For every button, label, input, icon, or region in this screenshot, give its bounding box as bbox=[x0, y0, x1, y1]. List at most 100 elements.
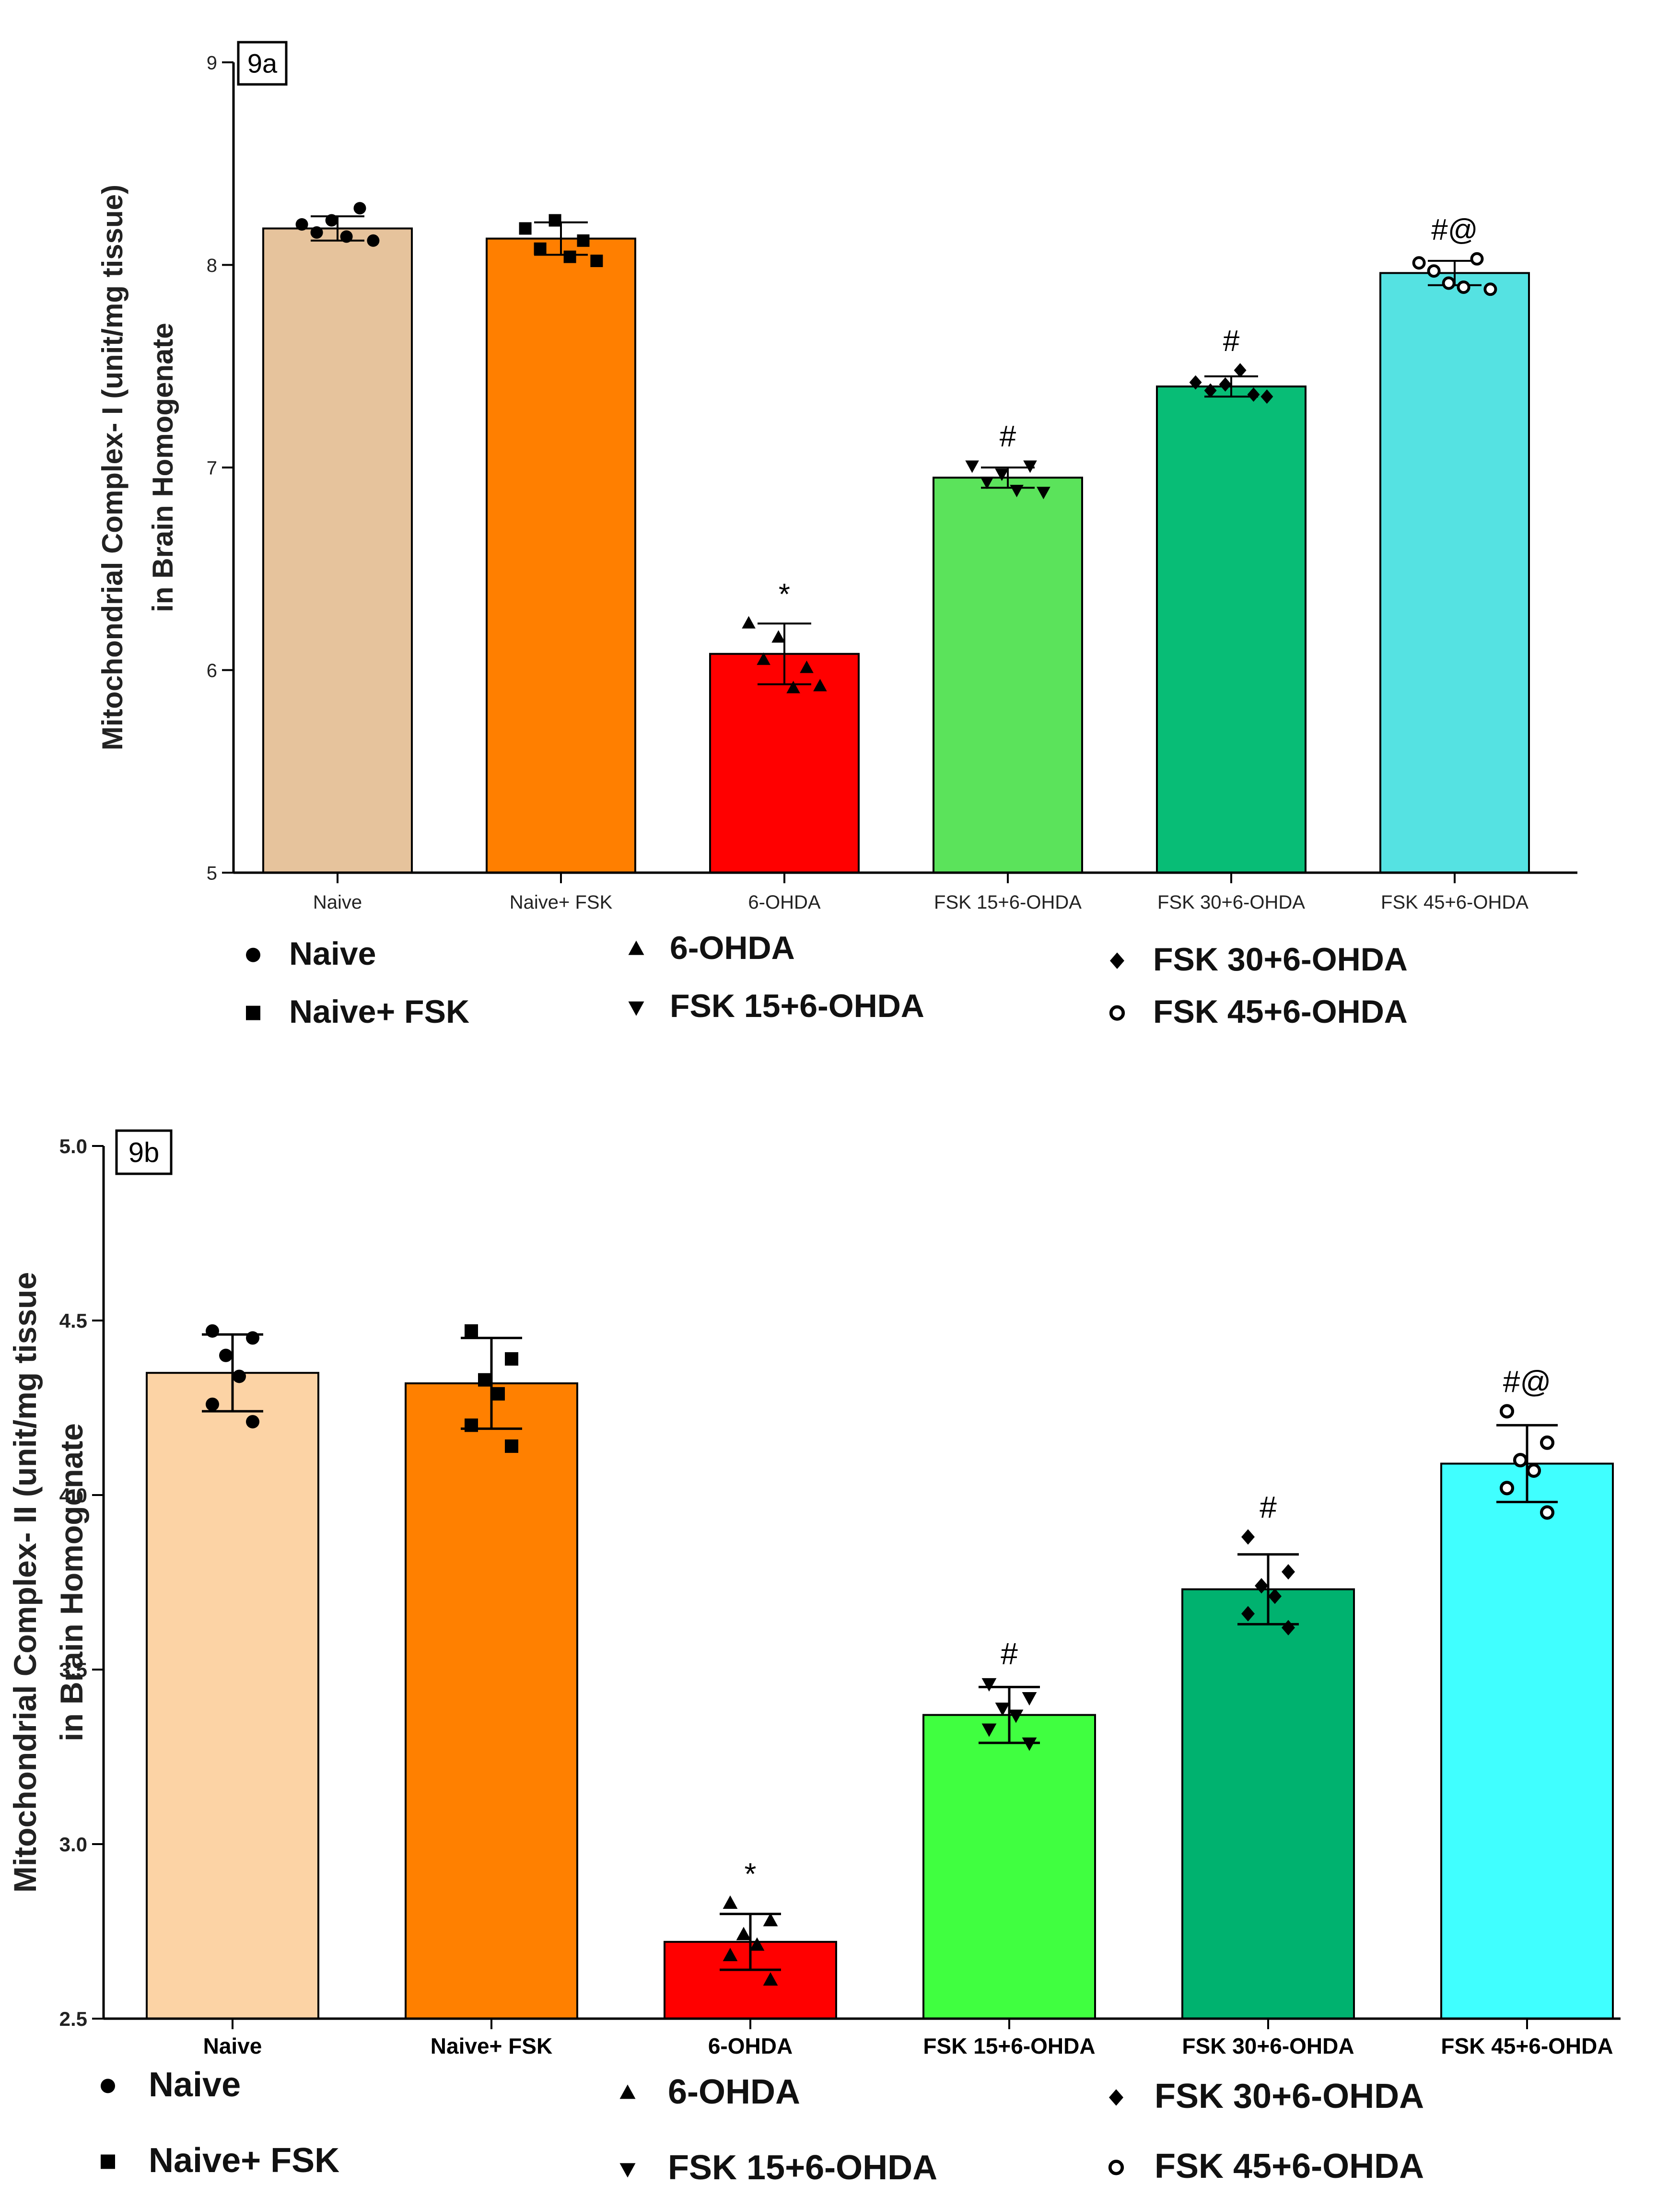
data-point-5-3 bbox=[1219, 377, 1232, 392]
data-point-3-1 bbox=[723, 1895, 738, 1909]
data-point-3-2 bbox=[763, 1913, 778, 1927]
data-point-1-5 bbox=[206, 1397, 219, 1411]
data-point-1-1 bbox=[295, 218, 308, 231]
data-point-6-6 bbox=[1540, 1505, 1555, 1520]
y-tick-label-5: 4.5 bbox=[59, 1309, 87, 1332]
data-point-2-6 bbox=[505, 1439, 518, 1453]
y-axis-label-line1: Mitochondrial Complex- II (unit/mg tissu… bbox=[7, 1272, 43, 1893]
x-tick-label-4: FSK 15+6-OHDA bbox=[934, 892, 1082, 913]
panel-label-box bbox=[115, 1129, 173, 1175]
data-point-4-2 bbox=[1022, 1692, 1037, 1706]
legend-marker-1 bbox=[246, 947, 260, 962]
data-point-1-3 bbox=[325, 214, 338, 227]
data-point-6-5 bbox=[1499, 1481, 1515, 1496]
panel-label: 9b bbox=[128, 1137, 160, 1168]
data-point-5-3 bbox=[1255, 1578, 1268, 1594]
x-tick-label-3: 6-OHDA bbox=[748, 892, 820, 913]
data-point-2-5 bbox=[577, 234, 590, 247]
significance-label-4: # bbox=[1000, 420, 1016, 453]
data-point-6-1 bbox=[1499, 1404, 1515, 1419]
data-point-6-5 bbox=[1470, 252, 1484, 266]
data-point-6-4 bbox=[1526, 1463, 1541, 1478]
data-point-2-3 bbox=[548, 214, 561, 227]
x-tick-label-1: Naive bbox=[203, 2034, 262, 2058]
significance-label-3: * bbox=[745, 1857, 757, 1891]
data-point-1-6 bbox=[246, 1415, 259, 1429]
legend-marker-3 bbox=[619, 2084, 636, 2099]
data-point-1-5 bbox=[353, 202, 366, 215]
x-tick-label-5: FSK 30+6-OHDA bbox=[1157, 892, 1305, 913]
data-point-5-4 bbox=[1268, 1589, 1282, 1604]
bar-2 bbox=[486, 237, 636, 874]
panel-label-box bbox=[237, 41, 288, 86]
panel-label: 9a bbox=[247, 48, 278, 79]
legend-label-4: FSK 15+6-OHDA bbox=[668, 2149, 937, 2187]
bar-3 bbox=[709, 653, 860, 874]
data-point-4-4 bbox=[1008, 1709, 1024, 1723]
data-point-6-1 bbox=[1412, 256, 1426, 270]
data-point-2-5 bbox=[465, 1418, 478, 1432]
legend-label-2: Naive+ FSK bbox=[289, 993, 469, 1030]
bar-6 bbox=[1379, 272, 1530, 874]
data-point-4-3 bbox=[995, 1702, 1010, 1716]
data-point-1-3 bbox=[219, 1348, 233, 1362]
bar-5 bbox=[1181, 1588, 1355, 2020]
data-point-2-6 bbox=[590, 255, 603, 268]
data-point-1-6 bbox=[367, 234, 380, 247]
y-axis-label-line1: Mitochondrial Complex- I (unit/mg tissue… bbox=[96, 185, 128, 750]
data-point-3-3 bbox=[736, 1927, 751, 1940]
data-point-2-3 bbox=[478, 1373, 491, 1387]
legend-marker-5 bbox=[1109, 2089, 1123, 2106]
data-point-5-2 bbox=[1282, 1564, 1295, 1580]
bar-6 bbox=[1440, 1462, 1614, 2020]
chart-9b: Naive Naive+ FSK * 6-OHDA # FSK 15+6-OHDA # FSK… bbox=[7, 1129, 1621, 2187]
data-point-5-1 bbox=[1241, 1529, 1255, 1545]
x-tick-label-2: Naive+ FSK bbox=[431, 2034, 552, 2058]
data-point-2-4 bbox=[491, 1387, 505, 1401]
y-tick-label-3: 3.5 bbox=[59, 1659, 87, 1681]
data-point-1-1 bbox=[206, 1324, 219, 1338]
data-point-5-5 bbox=[1247, 387, 1260, 402]
y-tick-label-4: 8 bbox=[207, 255, 217, 276]
bar-5 bbox=[1156, 386, 1307, 874]
legend-label-6: FSK 45+6-OHDA bbox=[1153, 993, 1408, 1030]
data-point-3-3 bbox=[771, 630, 785, 643]
data-point-4-5 bbox=[981, 1723, 997, 1737]
significance-label-5: # bbox=[1223, 325, 1240, 358]
data-point-3-5 bbox=[800, 660, 814, 673]
legend-marker-6 bbox=[1108, 2160, 1124, 2175]
data-point-1-4 bbox=[340, 230, 353, 243]
x-tick-label-6: FSK 45+6-OHDA bbox=[1441, 2034, 1613, 2058]
data-point-6-2 bbox=[1427, 264, 1441, 278]
x-tick-label-2: Naive+ FSK bbox=[510, 892, 613, 913]
data-point-3-5 bbox=[723, 1948, 738, 1962]
legend-label-5: FSK 30+6-OHDA bbox=[1153, 941, 1408, 978]
legend-label-3: 6-OHDA bbox=[670, 930, 795, 966]
data-point-5-2 bbox=[1204, 383, 1217, 398]
y-tick-label-5: 9 bbox=[207, 52, 217, 73]
significance-label-5: # bbox=[1260, 1490, 1277, 1524]
y-tick-label-1: 2.5 bbox=[59, 2008, 87, 2030]
data-point-5-1 bbox=[1189, 375, 1202, 390]
data-point-5-5 bbox=[1241, 1606, 1255, 1622]
data-point-5-6 bbox=[1260, 389, 1273, 404]
x-tick-label-5: FSK 30+6-OHDA bbox=[1182, 2034, 1354, 2058]
legend-label-4: FSK 15+6-OHDA bbox=[670, 988, 924, 1024]
data-point-5-4 bbox=[1234, 363, 1247, 378]
data-point-6-3 bbox=[1513, 1453, 1528, 1468]
y-tick-label-1: 5 bbox=[207, 863, 217, 884]
bar-2 bbox=[405, 1382, 578, 2020]
y-axis-label-line2: in Brain Homogenate bbox=[147, 323, 179, 612]
significance-label-4: # bbox=[1001, 1636, 1018, 1671]
data-point-2-1 bbox=[519, 222, 532, 235]
data-point-2-4 bbox=[563, 250, 576, 263]
data-point-4-1 bbox=[981, 1678, 997, 1692]
data-point-3-4 bbox=[749, 1937, 765, 1951]
x-tick-label-3: 6-OHDA bbox=[708, 2034, 793, 2058]
y-axis-label-line2: in Brain Homogenate bbox=[54, 1423, 89, 1741]
significance-label-3: * bbox=[779, 578, 790, 611]
y-tick-label-2: 3.0 bbox=[59, 1833, 87, 1856]
data-point-4-3 bbox=[995, 468, 1009, 481]
